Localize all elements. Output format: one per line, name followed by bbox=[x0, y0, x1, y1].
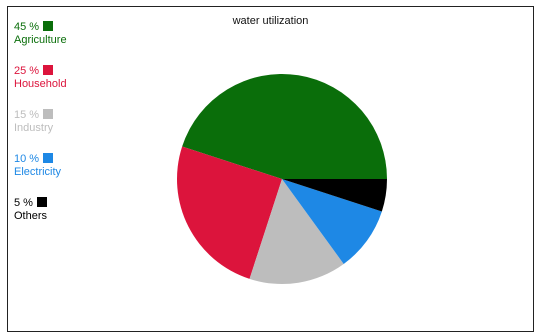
legend-label: Household bbox=[14, 78, 67, 90]
legend: 45 % Agriculture 25 % Household 15 % Industry… bbox=[14, 21, 67, 241]
pie-slice-agriculture bbox=[182, 73, 387, 179]
legend-percent: 10 % bbox=[14, 153, 40, 165]
legend-swatch bbox=[43, 109, 54, 119]
legend-item: 5 % Others bbox=[14, 197, 67, 241]
legend-swatch bbox=[36, 197, 47, 207]
pie-slice-industry bbox=[249, 179, 344, 284]
chart-frame: water utilization 45 % Agriculture 25 % Hou… bbox=[7, 6, 534, 332]
pie-slice-household bbox=[177, 146, 282, 279]
legend-swatch bbox=[43, 153, 54, 163]
pie-slice-electricity bbox=[282, 179, 382, 264]
legend-label: Electricity bbox=[14, 166, 62, 178]
legend-swatch bbox=[43, 65, 54, 75]
legend-item: 10 % Electricity bbox=[14, 153, 67, 197]
legend-label: Industry bbox=[14, 122, 54, 134]
chart-title: water utilization bbox=[232, 15, 309, 27]
legend-item: 25 % Household bbox=[14, 65, 67, 109]
legend-percent: 5 % bbox=[14, 197, 33, 209]
legend-percent: 25 % bbox=[14, 65, 40, 77]
pie-slice-others bbox=[282, 179, 387, 212]
legend-label: Others bbox=[14, 210, 48, 222]
legend-swatch bbox=[43, 21, 54, 31]
pie-chart bbox=[177, 73, 387, 284]
legend-percent: 15 % bbox=[14, 109, 40, 121]
legend-item: 15 % Industry bbox=[14, 109, 67, 153]
legend-percent: 45 % bbox=[14, 21, 40, 33]
legend-label: Agriculture bbox=[14, 34, 67, 46]
legend-item: 45 % Agriculture bbox=[14, 21, 67, 65]
